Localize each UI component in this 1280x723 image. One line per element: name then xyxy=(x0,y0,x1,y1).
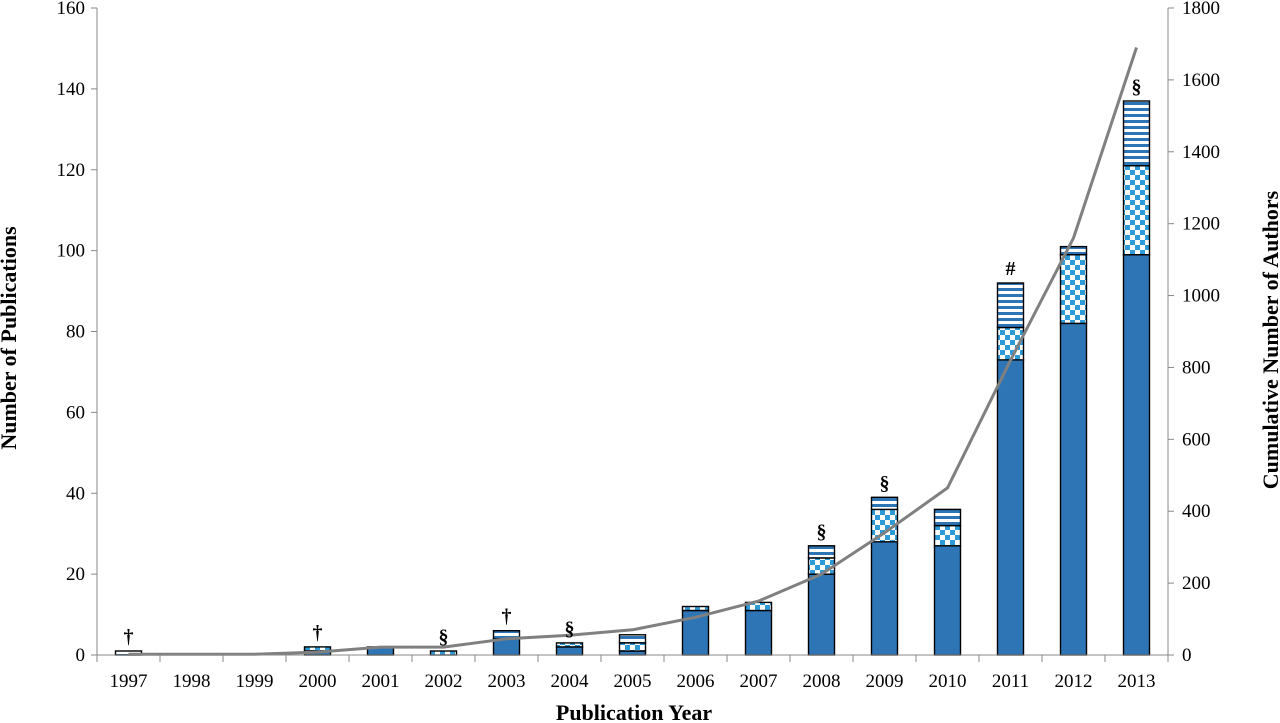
bar-segment-2011-checker xyxy=(996,326,1025,361)
x-tick-label: 1997 xyxy=(110,671,148,692)
bar-segment-2010-checker xyxy=(933,524,962,547)
bar-segment-2011-solid xyxy=(996,359,1025,656)
marker-2009: § xyxy=(880,472,890,494)
x-tick-label: 2000 xyxy=(299,671,337,692)
y-axis-title: Number of Publications xyxy=(0,226,21,450)
bar-segment-2004-solid xyxy=(555,646,584,656)
bar-segment-2012-horizontal-stripes xyxy=(1059,245,1088,256)
x-tick-label: 2003 xyxy=(488,671,526,692)
marker-group: † † § † § § § # § xyxy=(124,76,1142,648)
bar-segment-2010-horizontal-stripes xyxy=(933,508,962,527)
marker-2008: § xyxy=(817,521,827,543)
y2-tick-label: 0 xyxy=(1182,645,1192,666)
y2-tick-label: 400 xyxy=(1182,501,1211,522)
x-tick-label: 1999 xyxy=(236,671,274,692)
y2-tick-label: 1000 xyxy=(1182,286,1220,307)
x-tick-label: 2001 xyxy=(362,671,400,692)
bar-segment-2009-horizontal-stripes xyxy=(870,496,899,511)
bar-segment-2012-checker xyxy=(1059,253,1088,325)
bar-segment-2013-horizontal-stripes xyxy=(1122,100,1151,167)
bar-segment-2006-checker xyxy=(681,605,710,612)
y-tick-label: 80 xyxy=(66,322,85,343)
y2-tick-label: 1600 xyxy=(1182,70,1220,91)
marker-2002: § xyxy=(439,626,449,648)
bar-segment-2004-checker xyxy=(555,642,584,648)
x-tick-label: 2011 xyxy=(992,671,1029,692)
marker-2013: § xyxy=(1132,76,1142,98)
bar-segment-2009-solid xyxy=(870,541,899,656)
y-tick-label: 160 xyxy=(57,0,86,19)
y2-tick-label: 600 xyxy=(1182,429,1211,450)
y-tick-label: 100 xyxy=(57,241,86,262)
x-tick-label: 2005 xyxy=(614,671,652,692)
bar-segment-2005-checker xyxy=(618,642,647,652)
marker-2011: # xyxy=(1006,258,1016,280)
x-tick-label: 2012 xyxy=(1055,671,1093,692)
cumulative-authors-line xyxy=(128,47,1138,656)
bar-group xyxy=(114,100,1151,656)
x-tick-label: 2009 xyxy=(866,671,904,692)
bar-segment-2007-solid xyxy=(744,609,773,656)
marker-2000: † xyxy=(313,622,323,644)
bar-segment-2008-horizontal-stripes xyxy=(807,545,836,559)
x-tick-label: 2010 xyxy=(929,671,967,692)
x-tick-label: 2013 xyxy=(1118,671,1156,692)
y2-tick-label: 1800 xyxy=(1182,0,1220,19)
bar-segment-2012-solid xyxy=(1059,322,1088,656)
y2-tick-label: 800 xyxy=(1182,357,1211,378)
axes-group: 0204060801001201401600200400600800100012… xyxy=(57,0,1221,692)
bar-segment-2011-horizontal-stripes xyxy=(996,282,1025,329)
bar-segment-2008-checker xyxy=(807,557,836,575)
marker-2003: † xyxy=(502,606,512,628)
y-tick-label: 60 xyxy=(66,402,85,423)
x-tick-label: 2006 xyxy=(677,671,715,692)
bar-segment-2013-solid xyxy=(1122,253,1151,656)
line-group xyxy=(128,47,1138,656)
x-tick-label: 2008 xyxy=(803,671,841,692)
y-tick-label: 0 xyxy=(76,645,86,666)
x-tick-label: 2007 xyxy=(740,671,778,692)
x-tick-label: 2002 xyxy=(425,671,463,692)
x-tick-label: 1998 xyxy=(173,671,211,692)
bar-segment-2008-solid xyxy=(807,573,836,656)
y-tick-label: 20 xyxy=(66,564,85,585)
bar-segment-2005-horizontal-stripes xyxy=(618,634,647,644)
x-axis-title: Publication Year xyxy=(556,700,712,723)
y-tick-label: 140 xyxy=(57,79,86,100)
marker-2004: § xyxy=(565,618,575,640)
bar-segment-2002-checker xyxy=(429,650,458,656)
x-tick-label: 2004 xyxy=(551,671,590,692)
marker-1997: † xyxy=(124,626,134,648)
y-tick-label: 120 xyxy=(57,160,86,181)
bar-segment-2010-solid xyxy=(933,545,962,656)
y2-tick-label: 1400 xyxy=(1182,142,1220,163)
y-tick-label: 40 xyxy=(66,483,85,504)
bar-segment-2013-checker xyxy=(1122,164,1151,256)
y2-axis-title: Cumulative Number of Authors xyxy=(1258,190,1280,489)
y2-tick-label: 200 xyxy=(1182,573,1211,594)
y2-tick-label: 1200 xyxy=(1182,214,1220,235)
